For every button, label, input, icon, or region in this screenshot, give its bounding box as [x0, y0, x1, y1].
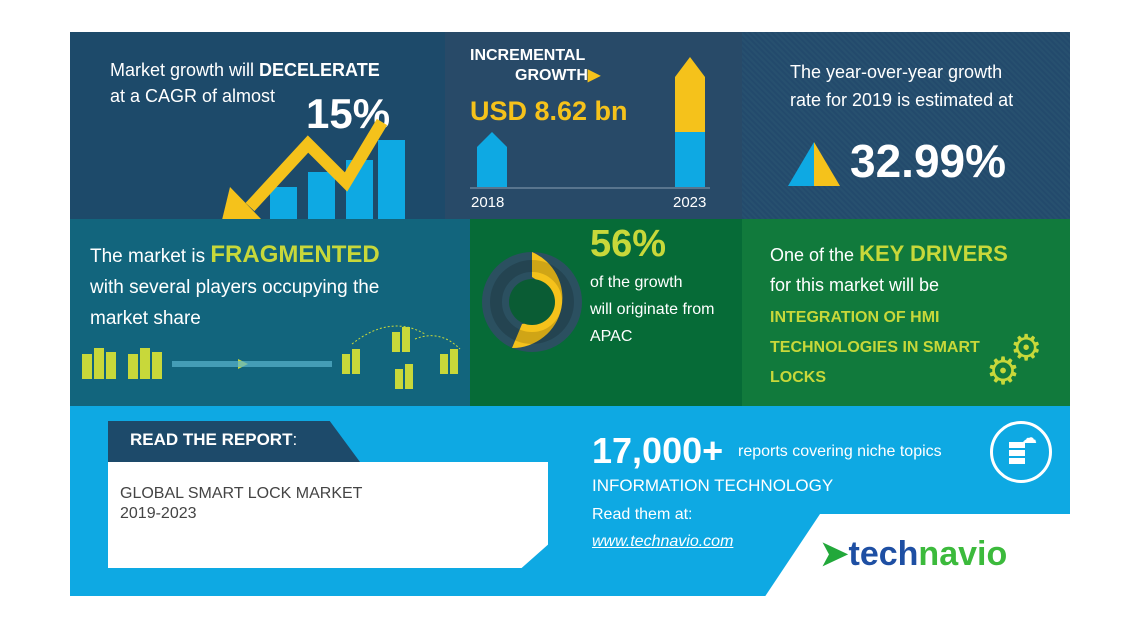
- logo-area: [760, 514, 1070, 596]
- triangle-icon: [788, 142, 840, 186]
- gear-icon: ⚙: [986, 351, 1021, 393]
- year-2018: 2018: [471, 194, 505, 211]
- cloud-server-icon: ☁: [990, 421, 1052, 483]
- decline-chart-icon: [222, 118, 405, 219]
- promo-panel: READ THE REPORT: GLOBAL SMART LOCK MARKE…: [70, 406, 1070, 596]
- report-count: 17,000+: [592, 430, 724, 471]
- yoy-text: The year-over-year growth rate for 2019 i…: [790, 62, 1014, 110]
- apac-slice: [512, 252, 563, 349]
- incremental-value: USD 8.62 bn: [470, 96, 628, 126]
- region-value: 56%: [590, 223, 667, 265]
- fragmented-text: The market is FRAGMENTED with several pla…: [90, 241, 380, 329]
- gear-icon: ⚙: [1010, 327, 1043, 368]
- read-report-tab: READ THE REPORT:: [108, 421, 360, 462]
- donut-chart: [482, 252, 582, 352]
- incremental-panel: INCREMENTAL GROWTH▶ USD 8.62 bn 2018 2023: [445, 32, 742, 219]
- read-label: Read them at:: [592, 506, 693, 523]
- year-2023: 2023: [673, 194, 707, 211]
- incremental-title: INCREMENTAL GROWTH▶: [470, 47, 601, 84]
- report-count-text: reports covering niche topics: [738, 443, 942, 460]
- cagr-panel: Market growth will DECELERATE at a CAGR o…: [70, 32, 445, 219]
- cagr-text: Market growth will DECELERATE at a CAGR o…: [110, 60, 380, 106]
- growth-bars: [470, 57, 710, 189]
- technavio-logo: ➤technavio: [820, 535, 1008, 573]
- driver-text: INTEGRATION OF HMI TECHNOLOGIES IN SMART L…: [770, 309, 980, 386]
- fragmented-panel: The market is FRAGMENTED with several pla…: [70, 219, 470, 406]
- yoy-value: 32.99%: [850, 135, 1007, 187]
- yoy-panel: The year-over-year growth rate for 2019 i…: [742, 32, 1070, 219]
- region-panel: 56% of the growth will originate from APAC: [470, 219, 742, 406]
- drivers-text: One of the KEY DRIVERS for this market wi…: [770, 241, 1008, 295]
- technavio-link[interactable]: www.technavio.com: [592, 533, 734, 550]
- bar-2018: [477, 132, 507, 187]
- drivers-panel: One of the KEY DRIVERS for this market wi…: [742, 219, 1070, 406]
- region-text: of the growth will originate from APAC: [590, 274, 715, 345]
- report-title: GLOBAL SMART LOCK MARKET 2019-2023: [120, 485, 363, 522]
- buildings-icon: [82, 325, 461, 389]
- report-card[interactable]: GLOBAL SMART LOCK MARKET 2019-2023: [108, 462, 548, 568]
- category: INFORMATION TECHNOLOGY: [592, 476, 834, 495]
